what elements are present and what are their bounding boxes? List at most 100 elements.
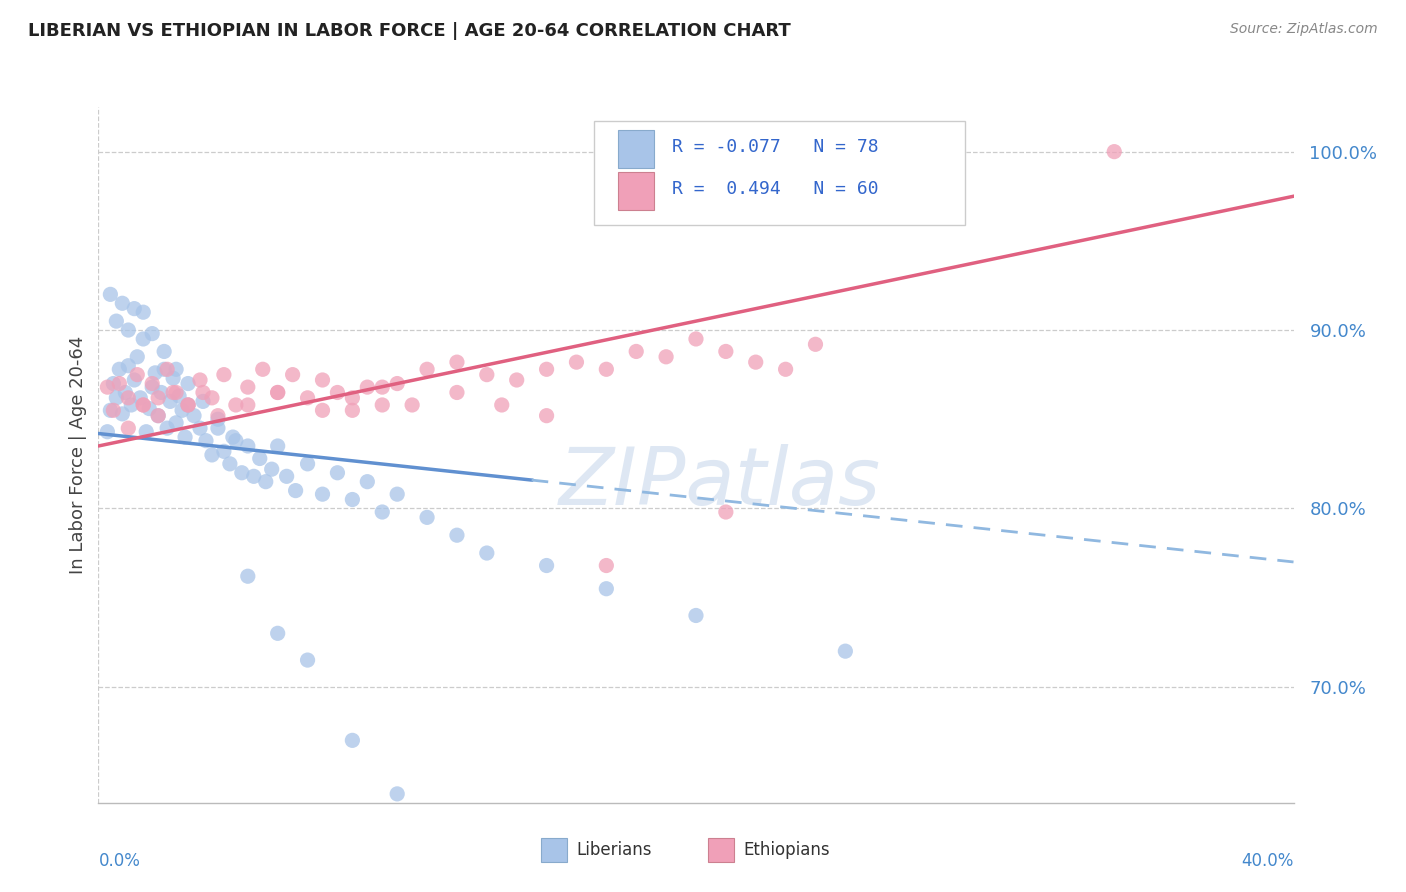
Point [141,380,163,394]
Point [745,355,768,369]
Point [135,425,157,439]
Point [297,653,319,667]
Point [714,344,737,359]
Point [236,569,259,583]
Point [491,398,513,412]
Point [183,409,205,423]
Text: 40.0%: 40.0% [1241,852,1294,870]
Point [267,439,290,453]
Point [148,409,170,423]
Point [165,362,187,376]
Point [326,385,349,400]
Point [506,373,529,387]
Point [114,385,136,400]
Point [371,380,394,394]
Text: R =  0.494   N = 60: R = 0.494 N = 60 [672,180,879,198]
Point [342,492,364,507]
Point [624,344,647,359]
Point [1104,145,1126,159]
Point [281,368,304,382]
Text: LIBERIAN VS ETHIOPIAN IN LABOR FORCE | AGE 20-64 CORRELATION CHART: LIBERIAN VS ETHIOPIAN IN LABOR FORCE | A… [28,22,790,40]
Point [132,398,155,412]
Point [475,546,498,560]
Point [385,787,409,801]
Point [177,398,200,412]
Point [342,403,364,417]
Point [297,391,319,405]
Point [156,421,179,435]
Point [231,466,253,480]
Point [225,434,247,448]
Point [165,416,187,430]
Point [188,373,211,387]
Point [117,391,139,405]
Point [356,380,378,394]
Point [194,434,218,448]
Point [252,362,274,376]
Point [132,332,155,346]
Point [267,385,290,400]
Point [103,376,125,391]
Point [804,337,827,351]
Point [267,626,290,640]
Point [297,457,319,471]
Point [124,373,146,387]
Point [385,487,409,501]
Text: Ethiopians: Ethiopians [744,841,831,859]
Point [326,466,349,480]
Point [129,391,152,405]
Point [141,376,163,391]
Point [98,287,122,301]
Point [153,344,176,359]
Point [222,430,245,444]
Point [342,733,364,747]
Point [108,376,131,391]
Point [236,439,259,453]
Point [165,385,187,400]
Point [207,409,229,423]
Point [141,326,163,341]
Point [167,389,190,403]
Text: Liberians: Liberians [576,841,652,859]
Point [207,421,229,435]
Point [225,398,247,412]
Point [148,391,170,405]
Point [159,394,181,409]
Point [132,398,155,412]
Point [127,368,149,382]
Point [212,368,235,382]
Point [311,403,333,417]
Point [254,475,277,489]
Point [212,444,235,458]
Point [311,487,333,501]
Point [108,362,131,376]
Point [595,362,617,376]
Point [775,362,797,376]
Point [311,373,333,387]
Point [284,483,307,498]
Point [371,398,394,412]
Bar [619,172,654,210]
Point [162,371,184,385]
Point [201,391,224,405]
Point [124,301,146,316]
Bar [540,838,567,862]
Point [371,505,394,519]
Point [117,359,139,373]
Point [188,421,211,435]
Point [356,475,378,489]
Point [834,644,856,658]
Point [243,469,266,483]
Point [153,362,176,376]
Point [103,403,125,417]
Point [143,366,166,380]
Point [96,425,118,439]
Point [260,462,283,476]
Point [536,558,558,573]
Point [236,398,259,412]
Point [132,305,155,319]
Point [446,528,468,542]
Point [267,385,290,400]
Point [117,323,139,337]
Point [416,510,439,524]
